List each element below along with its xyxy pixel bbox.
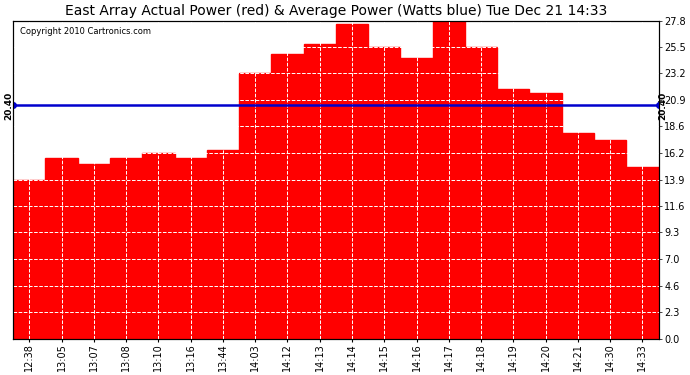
- Bar: [207, 150, 239, 339]
- Bar: [627, 167, 658, 339]
- Bar: [304, 44, 336, 339]
- Bar: [433, 21, 465, 339]
- Text: 20.40: 20.40: [4, 91, 13, 120]
- Bar: [46, 158, 78, 339]
- Title: East Array Actual Power (red) & Average Power (Watts blue) Tue Dec 21 14:33: East Array Actual Power (red) & Average …: [65, 4, 607, 18]
- Bar: [175, 158, 207, 339]
- Bar: [497, 89, 529, 339]
- Text: 20.40: 20.40: [658, 91, 667, 120]
- Bar: [529, 93, 562, 339]
- Bar: [142, 153, 175, 339]
- Bar: [465, 47, 497, 339]
- Bar: [562, 133, 594, 339]
- Bar: [110, 158, 142, 339]
- Bar: [400, 58, 433, 339]
- Bar: [271, 54, 304, 339]
- Bar: [368, 47, 400, 339]
- Text: Copyright 2010 Cartronics.com: Copyright 2010 Cartronics.com: [19, 27, 150, 36]
- Bar: [594, 140, 627, 339]
- Bar: [239, 74, 271, 339]
- Bar: [13, 180, 46, 339]
- Bar: [336, 24, 368, 339]
- Bar: [78, 164, 110, 339]
